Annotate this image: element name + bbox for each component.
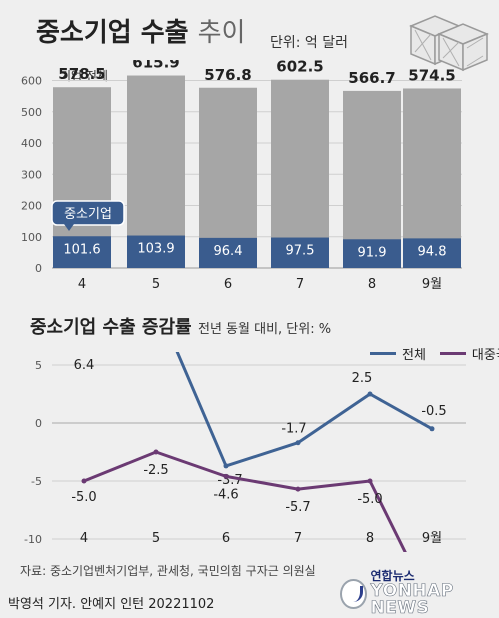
sme-value-label: 94.8 — [418, 244, 447, 259]
y-tick-label: 400 — [21, 137, 42, 150]
china-point — [82, 479, 87, 484]
data-label: -5.0 — [357, 492, 382, 507]
sme-callout-label: 중소기업 — [64, 207, 112, 222]
unit-label: 단위: 억 달러 — [270, 32, 348, 52]
x-tick-label: 6 — [224, 277, 232, 292]
china-point — [368, 479, 373, 484]
y-tick-label: -5 — [31, 475, 42, 488]
logo-en-text: YONHAP NEWS — [371, 583, 499, 618]
china-point — [296, 487, 301, 492]
data-label: -2.5 — [143, 463, 168, 478]
total-point — [224, 463, 229, 468]
total-value-label: 615.9 — [132, 60, 179, 72]
growth-line-chart: 1050-5-10-156.410.4-3.7-1.72.5-0.5-5.0-2… — [0, 352, 499, 552]
x-tick-label: 7 — [294, 531, 302, 546]
x-tick-label: 8 — [368, 277, 376, 292]
x-tick-label: 5 — [152, 531, 160, 546]
total-value-label: 602.5 — [276, 60, 323, 76]
x-tick-label: 4 — [78, 277, 86, 292]
total-point — [368, 392, 373, 397]
credit-line: 박영석 기자. 안예지 인턴 20221102 — [8, 593, 214, 612]
total-series-line — [84, 352, 432, 466]
sme-value-label: 91.9 — [358, 245, 387, 260]
total-value-label: 574.5 — [408, 66, 455, 84]
y-tick-label: 0 — [35, 262, 42, 275]
y-tick-label: 200 — [21, 200, 42, 213]
y-tick-label: 0 — [35, 417, 42, 430]
data-label: -1.7 — [281, 422, 306, 437]
data-label: -5.7 — [285, 500, 310, 515]
y-tick-label: 600 — [21, 75, 42, 88]
total-point — [296, 440, 301, 445]
data-label: 2.5 — [352, 371, 373, 386]
total-value-label: 576.8 — [204, 66, 251, 84]
total-value-label: 566.7 — [348, 69, 395, 87]
title-light: 추이 — [198, 18, 246, 48]
total-value-label: 578.5 — [58, 65, 105, 83]
data-label: -5.0 — [71, 490, 96, 505]
x-tick-label: 6 — [222, 531, 230, 546]
growth-chart-title: 중소기업 수출 증감률 — [30, 313, 192, 339]
title-bold: 중소기업 수출 — [36, 18, 189, 48]
x-tick-label: 8 — [366, 531, 374, 546]
yonhap-logo: 연합뉴스 YONHAP NEWS — [340, 570, 499, 618]
total-point — [430, 426, 435, 431]
sme-value-label: 101.6 — [63, 242, 100, 257]
sme-value-label: 97.5 — [286, 244, 315, 259]
x-tick-label: 9월 — [422, 531, 442, 546]
x-tick-label: 7 — [296, 277, 304, 292]
export-bar-chart: 0 100 200 300 400 500 600 578.5 101.6 4 615.9 103.9… — [0, 60, 499, 300]
y-tick-label: -10 — [24, 533, 42, 546]
x-tick-label: 5 — [152, 277, 160, 292]
growth-chart-subtitle: 전년 동월 대비, 단위: % — [198, 318, 331, 337]
china-point — [224, 474, 229, 479]
data-label: 6.4 — [74, 358, 95, 373]
y-tick-label: 500 — [21, 106, 42, 119]
x-tick-label: 9월 — [422, 277, 442, 292]
yonhap-logo-icon — [340, 579, 367, 609]
y-tick-label: 300 — [21, 168, 42, 181]
sme-value-label: 96.4 — [214, 244, 243, 259]
data-label: -4.6 — [213, 487, 238, 502]
data-label: -0.5 — [421, 404, 446, 419]
sme-value-label: 103.9 — [137, 242, 174, 257]
y-tick-label: 5 — [35, 359, 42, 372]
x-tick-label: 4 — [80, 531, 88, 546]
page-title: 중소기업 수출 추이 — [36, 12, 245, 49]
source-note: 자료: 중소기업벤처기업부, 관세청, 국민의힘 구자근 의원실 — [20, 562, 316, 579]
china-point — [154, 450, 159, 455]
y-tick-label: 100 — [21, 231, 42, 244]
